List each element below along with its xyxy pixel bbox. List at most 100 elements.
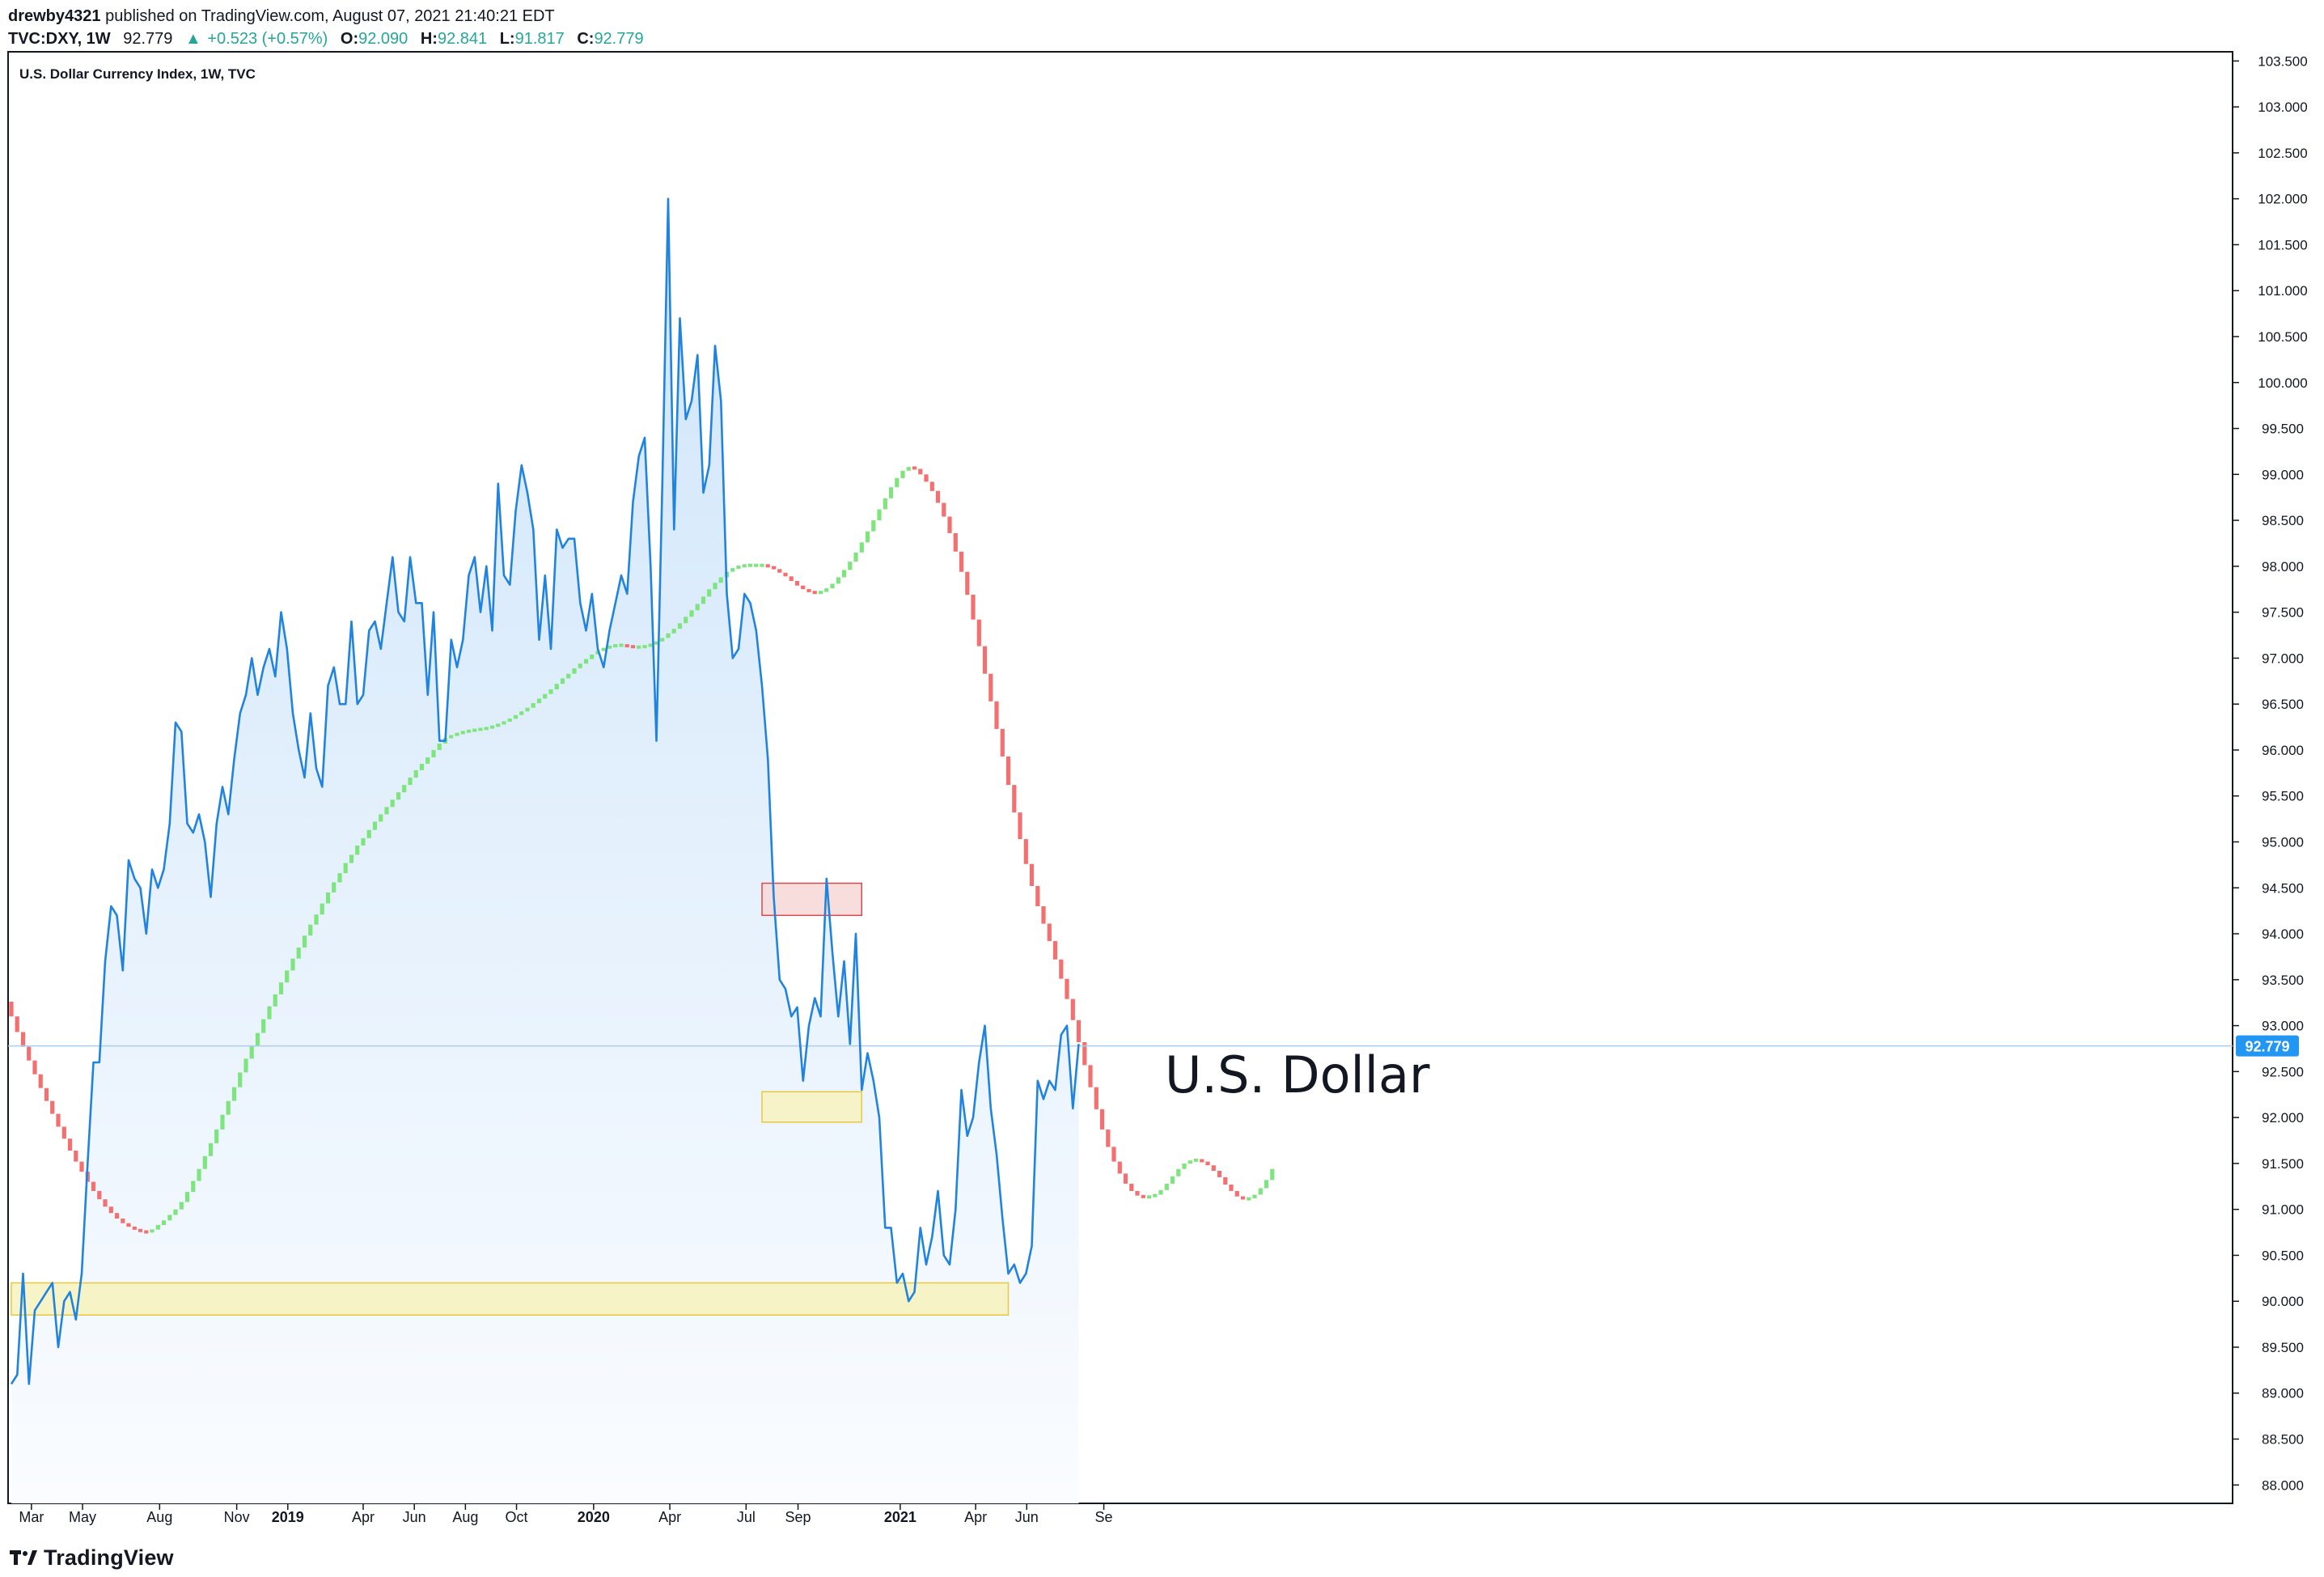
y-tick-label: 92.000 bbox=[2262, 1110, 2304, 1126]
ma-bar bbox=[912, 466, 917, 470]
close-label: C: bbox=[577, 30, 595, 48]
ma-bar bbox=[1264, 1180, 1269, 1189]
ma-bar bbox=[249, 1045, 254, 1059]
support-zone bbox=[11, 1282, 1010, 1316]
ma-bar bbox=[431, 749, 436, 757]
x-tick-label: Nov bbox=[224, 1509, 250, 1525]
ma-bar bbox=[888, 487, 894, 498]
ma-bar bbox=[325, 892, 331, 904]
y-tick-label: 91.500 bbox=[2262, 1156, 2304, 1172]
y-tick-label: 99.500 bbox=[2262, 422, 2304, 437]
ma-bar bbox=[1182, 1163, 1187, 1169]
last-price: 92.779 bbox=[123, 30, 173, 48]
ma-bar bbox=[496, 723, 501, 727]
ma-bar bbox=[1052, 941, 1058, 960]
ma-bar bbox=[1029, 863, 1035, 886]
y-tick-label: 97.000 bbox=[2262, 651, 2304, 666]
ma-bar bbox=[56, 1113, 61, 1127]
ma-bar bbox=[103, 1199, 108, 1207]
ma-bar bbox=[402, 785, 407, 793]
y-tick-label: 89.000 bbox=[2262, 1386, 2304, 1401]
low-value: 91.817 bbox=[514, 30, 565, 48]
ma-bar bbox=[50, 1100, 55, 1114]
x-axis[interactable]: Mar May Aug Nov 2019 Apr Jun Aug Oct 2020 Apr Jul Se… bbox=[19, 1503, 1113, 1525]
last-price-tag: 92.779 bbox=[2236, 1035, 2299, 1057]
ma-bar bbox=[384, 807, 389, 815]
y-tick-label: 102.500 bbox=[2258, 146, 2307, 161]
ma-bar bbox=[959, 551, 964, 572]
ma-bar bbox=[390, 799, 395, 808]
ma-bar bbox=[747, 563, 753, 567]
x-tick-label: May bbox=[69, 1509, 96, 1525]
ma-bar bbox=[713, 583, 718, 590]
ma-bar bbox=[1217, 1171, 1222, 1177]
price-area bbox=[11, 198, 1079, 1504]
ma-bar bbox=[1252, 1194, 1257, 1198]
ma-bar bbox=[765, 564, 770, 568]
author-name[interactable]: drewby4321 bbox=[8, 7, 101, 25]
ma-bar bbox=[630, 645, 636, 649]
ma-bar bbox=[179, 1202, 184, 1210]
chart-frame bbox=[7, 51, 2233, 1504]
ma-bar bbox=[150, 1229, 155, 1233]
ma-bar bbox=[243, 1058, 248, 1073]
ma-bar bbox=[953, 533, 958, 552]
ma-bar bbox=[121, 1219, 125, 1223]
ma-bar bbox=[74, 1151, 78, 1162]
x-tick-label: Sep bbox=[785, 1509, 811, 1525]
x-tick-label: 2021 bbox=[884, 1509, 916, 1525]
y-tick-label: 99.000 bbox=[2262, 467, 2304, 482]
x-tick-label: Apr bbox=[352, 1509, 375, 1525]
chart-annotation[interactable]: U.S. Dollar bbox=[1165, 1045, 1430, 1104]
y-tick-label: 102.000 bbox=[2258, 192, 2307, 207]
ma-bar bbox=[396, 792, 401, 800]
ma-bar bbox=[736, 566, 741, 569]
ma-bar bbox=[1153, 1193, 1158, 1198]
ma-bar bbox=[472, 728, 477, 732]
publish-info: published on TradingView.com, August 07,… bbox=[105, 7, 555, 25]
moving-average-bars bbox=[9, 466, 1275, 1234]
ma-bar bbox=[994, 701, 999, 729]
ma-bar bbox=[1023, 839, 1028, 864]
ma-bar bbox=[853, 552, 858, 562]
ma-bar bbox=[478, 727, 483, 731]
y-tick-label: 101.000 bbox=[2258, 283, 2307, 299]
ma-bar bbox=[1193, 1158, 1199, 1162]
y-tick-label: 94.000 bbox=[2262, 926, 2304, 942]
ma-bar bbox=[689, 610, 694, 617]
ma-bar bbox=[1070, 998, 1075, 1020]
ma-bar bbox=[1041, 906, 1046, 924]
ma-bar bbox=[226, 1100, 231, 1115]
chart-title: U.S. Dollar Currency Index, 1W, TVC bbox=[19, 66, 256, 82]
ma-bar bbox=[44, 1087, 49, 1101]
x-tick-label: 2020 bbox=[578, 1509, 610, 1525]
ma-bar bbox=[1088, 1065, 1093, 1087]
ma-bar bbox=[138, 1228, 143, 1232]
ma-bar bbox=[906, 467, 911, 471]
ma-bar bbox=[1211, 1165, 1216, 1171]
ma-bar bbox=[883, 498, 887, 510]
ma-bar bbox=[208, 1142, 214, 1156]
x-tick-label: Jun bbox=[1015, 1509, 1039, 1525]
last-price-tag-text: 92.779 bbox=[2245, 1039, 2289, 1055]
ma-bar bbox=[349, 854, 354, 863]
open-label: O: bbox=[340, 30, 359, 48]
y-axis[interactable]: 88.000 88.500 89.000 89.500 90.000 90.500 91.0… bbox=[2233, 53, 2308, 1493]
ma-bar bbox=[1123, 1173, 1128, 1184]
ma-bar bbox=[794, 581, 800, 586]
x-tick-label: Aug bbox=[452, 1509, 478, 1525]
footer-brand[interactable]: TradingView bbox=[10, 1544, 174, 1571]
ma-bar bbox=[900, 470, 905, 478]
ma-bar bbox=[1135, 1190, 1140, 1196]
x-tick-label: Apr bbox=[964, 1509, 987, 1525]
y-tick-label: 90.500 bbox=[2262, 1248, 2304, 1263]
ma-bar bbox=[91, 1181, 96, 1191]
ma-bar bbox=[79, 1161, 84, 1172]
ma-bar bbox=[1076, 1020, 1082, 1043]
ma-bar bbox=[61, 1126, 66, 1139]
x-tick-label: Oct bbox=[506, 1509, 528, 1525]
ma-bar bbox=[942, 502, 946, 517]
ma-bar bbox=[848, 562, 853, 570]
ma-bar bbox=[1106, 1129, 1111, 1147]
